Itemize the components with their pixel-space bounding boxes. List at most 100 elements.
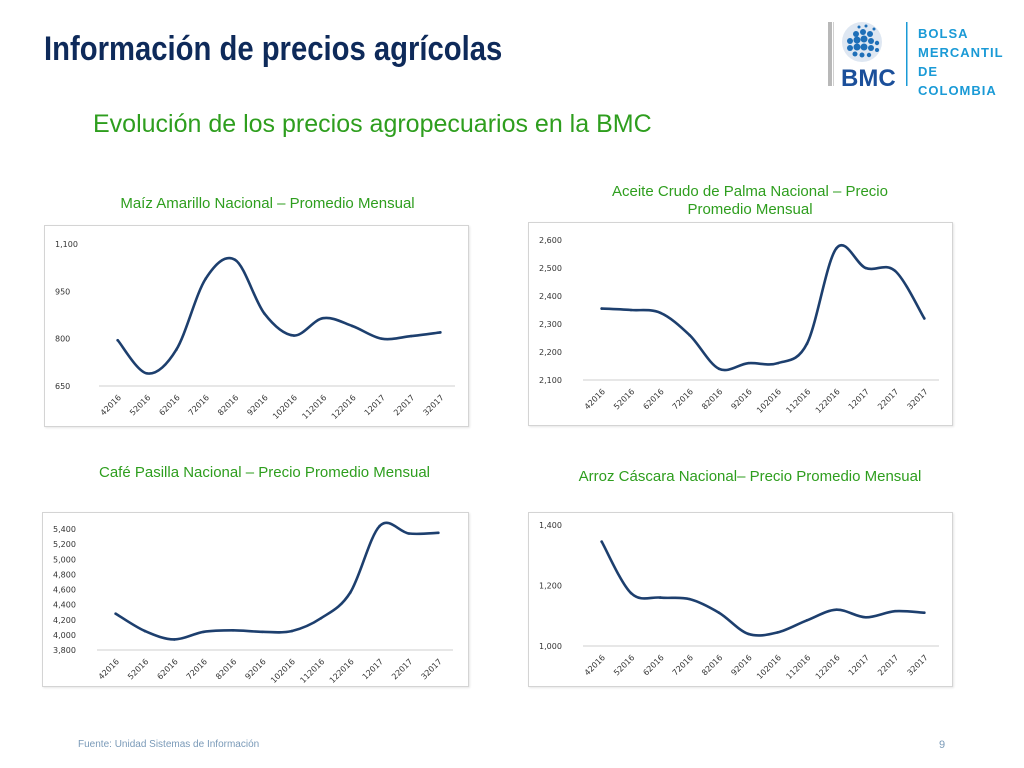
y-tick-label: 5,000 [53,555,76,564]
data-point [893,609,897,613]
data-point [202,630,205,634]
series-line [116,256,442,375]
data-point [805,618,809,622]
y-tick-label: 1,100 [55,240,78,249]
y-tick-label: 4,800 [53,570,76,579]
series-line [114,521,440,641]
x-tick-label: 72016 [187,393,211,417]
y-tick-label: 1,200 [539,582,562,591]
y-tick-label: 2,600 [539,236,562,245]
data-point [864,266,867,270]
y-tick-label: 4,200 [53,616,76,625]
x-tick-label: 92016 [729,387,753,411]
data-point [629,591,633,595]
y-tick-label: 1,000 [539,642,562,651]
x-tick-label: 52016 [612,653,636,677]
data-point [835,247,838,250]
data-point [688,597,691,601]
y-tick-label: 2,100 [539,376,562,385]
chart-cafe: 3,800 4,000 4,200 4,400 4,600 4,800 5,000 5,200… [42,512,469,687]
x-tick-label: 12017 [847,387,871,411]
y-tick-label: 950 [55,287,70,296]
x-tick-label: 32017 [905,653,929,677]
data-point [204,277,207,281]
y-tick-label: 5,400 [53,525,76,534]
data-point [173,638,176,641]
data-point [321,316,325,320]
x-tick-label: 92016 [243,657,267,681]
data-point [349,591,352,594]
chart-cafe-plot: 3,800 4,000 4,200 4,400 4,600 4,800 5,000 5,200… [53,521,453,685]
data-point [776,631,779,634]
x-tick-label: 92016 [729,653,753,677]
x-tick-label: 82016 [700,387,724,411]
data-point [145,372,149,375]
x-tick-label: 102016 [755,387,783,415]
data-point [439,331,442,334]
x-tick-label: 32017 [419,657,443,681]
data-point [380,337,383,340]
chart-title-palma: Aceite Crudo de Palma Nacional – Precio … [612,183,888,218]
chart-title-arroz: Arroz Cáscara Nacional– Precio Promedio … [578,468,922,485]
data-point [600,307,603,310]
x-tick-label: 72016 [185,657,209,681]
x-tick-label: 22017 [876,387,900,411]
x-tick-label: 112016 [784,387,812,415]
data-point [776,361,779,365]
data-point [717,367,721,371]
y-tick-label: 4,600 [53,586,76,595]
data-point [378,524,381,528]
x-tick-label: 112016 [298,657,326,685]
data-point [407,532,411,535]
data-point [292,334,295,337]
data-point [409,334,413,338]
x-tick-label: 12017 [361,657,385,681]
data-point [351,324,354,328]
data-point [319,616,323,620]
x-tick-label: 112016 [784,653,812,681]
x-tick-label: 102016 [271,393,299,421]
x-tick-label: 62016 [641,653,665,677]
source-footer: Fuente: Unidad Sistemas de Información [78,739,260,750]
x-tick-label: 12017 [847,653,871,677]
y-tick-label: 4,400 [53,601,76,610]
page-number: 9 [939,739,946,751]
chart-title-maiz: Maíz Amarillo Nacional – Promedio Mensua… [120,195,415,212]
slide-subtitle: Evolución de los precios agropecuarios e… [93,110,652,138]
y-tick-label: 650 [55,382,70,391]
x-tick-label: 62016 [157,393,181,417]
data-point [261,630,264,634]
x-tick-label: 122016 [328,657,356,685]
data-point [717,611,721,615]
logo-wordmark: BOLSA MERCANTIL DE COLOMBIA [918,24,1016,100]
bmc-globe-icon: BMC [828,22,908,92]
x-tick-label: 42016 [97,657,121,681]
x-tick-label: 82016 [214,657,238,681]
chart-title-cafe: Café Pasilla Nacional – Precio Promedio … [99,464,430,481]
y-tick-label: 2,500 [539,264,562,273]
x-tick-label: 122016 [330,393,358,421]
x-tick-label: 72016 [671,387,695,411]
x-tick-label: 22017 [390,657,414,681]
y-tick-label: 1,400 [539,521,562,530]
bmc-brand-text: BMC [841,65,896,92]
data-point [805,342,809,345]
data-point [659,596,662,599]
data-point [116,338,119,342]
data-point [659,311,662,315]
data-point [290,629,293,633]
chart-maiz-plot: 650 800 950 1,100 42016 52016 62016 72016 82016 9… [55,240,455,421]
x-tick-label: 32017 [421,393,445,417]
data-point [629,308,633,312]
y-tick-label: 800 [55,335,70,344]
y-tick-label: 2,200 [539,348,562,357]
y-tick-label: 4,000 [53,631,76,640]
y-tick-label: 2,400 [539,292,562,301]
logo-line-1: BOLSA [918,26,969,41]
data-point [835,608,838,611]
x-tick-label: 42016 [99,393,123,417]
data-point [893,269,897,273]
chart-arroz: 1,000 1,200 1,400 42016 52016 62016 72016 82016… [528,512,953,687]
x-tick-label: 72016 [671,653,695,677]
chart-maiz: 650 800 950 1,100 42016 52016 62016 72016 82016 9… [44,225,469,427]
